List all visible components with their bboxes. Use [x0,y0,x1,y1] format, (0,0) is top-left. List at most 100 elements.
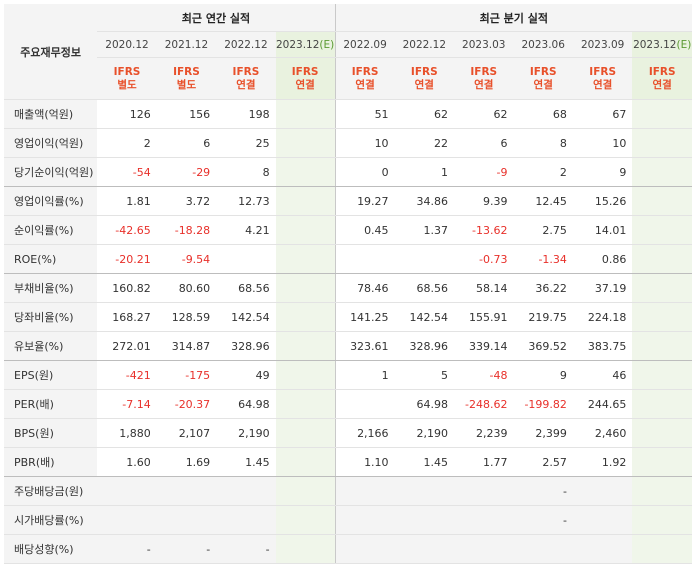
table-cell: 15.26 [572,186,633,216]
table-cell: - [156,534,217,564]
table-cell: 2,239 [454,418,514,448]
table-cell: 51 [334,99,395,129]
ifrs-label: IFRS [470,65,498,78]
table-cell [97,505,157,535]
table-cell: 34.86 [394,186,455,216]
table-row: PER(배) -7.14 -20.37 64.98 64.98 -248.62 -199.8… [4,389,692,419]
table-cell: 3.72 [156,186,217,216]
table-row: 배당성향(%) - - - [4,534,692,564]
table-cell: 224.18 [572,302,633,332]
table-cell: 12.73 [216,186,276,216]
table-cell: 1.69 [156,447,217,477]
row-label: 시가배당률(%) [4,505,98,535]
table-cell [334,244,395,274]
table-cell: 2.75 [513,215,573,245]
table-cell [275,302,336,332]
table-cell: 0 [334,157,395,187]
table-cell: 8 [513,128,573,158]
basis-label: 연결 [533,78,553,91]
table-cell [275,215,336,245]
table-cell: 6 [454,128,514,158]
table-cell [394,476,455,506]
table-cell [334,476,395,506]
table-cell: 272.01 [97,331,157,361]
table-cell: 10 [334,128,395,158]
row-label: PER(배) [4,389,98,419]
row-label: 배당성향(%) [4,534,98,564]
table-cell: 78.46 [334,273,395,303]
basis-label: 별도 [176,78,197,91]
table-cell [394,505,455,535]
table-cell [334,534,395,564]
basis-label: 연결 [474,78,494,91]
table-cell [275,418,336,448]
table-cell [156,476,217,506]
table-cell: 19.27 [334,186,395,216]
table-cell: 160.82 [97,273,157,303]
ifrs-label: IFRS [589,65,617,78]
table-cell [632,331,692,361]
ifrs-label: IFRS [648,65,676,78]
accounting-basis-header: IFRS 별도 [156,57,217,100]
table-cell: 1,880 [97,418,157,448]
period-header: 2022.12 [394,31,455,58]
table-cell: 2,190 [216,418,276,448]
table-cell [216,476,276,506]
table-cell: 126 [97,99,157,129]
period-label: 2023.03 [462,38,506,51]
table-row: EPS(원) -421 -175 49 1 5 -48 9 46 [4,360,692,390]
table-cell [275,505,336,535]
table-cell: 9 [572,157,633,187]
table-cell: 6 [156,128,217,158]
table-cell [156,505,217,535]
table-cell: - [97,534,157,564]
table-cell: -1.34 [513,244,573,274]
table-cell: 383.75 [572,331,633,361]
table-cell: 62 [454,99,514,129]
table-cell: 219.75 [513,302,573,332]
table-cell: -20.21 [97,244,157,274]
period-header: 2023.12(E) [275,31,336,58]
table-cell [632,447,692,477]
table-cell [454,476,514,506]
accounting-basis-header: IFRS 별도 [97,57,157,100]
table-cell: 68.56 [216,273,276,303]
corner-label: 주요재무정보 [4,4,98,100]
row-label: PBR(배) [4,447,98,477]
basis-label: 연결 [414,78,434,91]
period-label: 2022.09 [343,38,387,51]
period-label: 2022.12 [224,38,268,51]
table-cell: 2,166 [334,418,395,448]
table-row: 유보율(%) 272.01 314.87 328.96 323.61 328.96 339.… [4,331,692,361]
accounting-basis-header: IFRS 연결 [275,57,336,100]
table-cell: -9.54 [156,244,217,274]
basis-label: 연결 [295,78,315,91]
table-cell [275,389,336,419]
period-header: 2021.12 [156,31,217,58]
table-cell: 8 [216,157,276,187]
estimate-marker: (E) [319,38,335,51]
table-cell: 67 [572,99,633,129]
table-cell: 25 [216,128,276,158]
table-cell: 0.45 [334,215,395,245]
row-label: 당기순이익(억원) [4,157,98,187]
table-cell: 1.60 [97,447,157,477]
table-cell [632,505,692,535]
table-cell: -199.82 [513,389,573,419]
table-cell: -29 [156,157,217,187]
table-row: 당기순이익(억원) -54 -29 8 0 1 -9 2 9 [4,157,692,187]
row-label: 유보율(%) [4,331,98,361]
table-cell: -175 [156,360,217,390]
table-cell: 9.39 [454,186,514,216]
table-cell: 369.52 [513,331,573,361]
table-cell [572,505,633,535]
quarterly-group-header: 최근 분기 실적 [334,4,692,32]
table-cell: 2 [97,128,157,158]
ifrs-label: IFRS [291,65,319,78]
table-cell [632,186,692,216]
row-label: 영업이익(억원) [4,128,98,158]
table-cell: 168.27 [97,302,157,332]
table-cell [275,157,336,187]
table-cell: 2,107 [156,418,217,448]
table-cell: -18.28 [156,215,217,245]
